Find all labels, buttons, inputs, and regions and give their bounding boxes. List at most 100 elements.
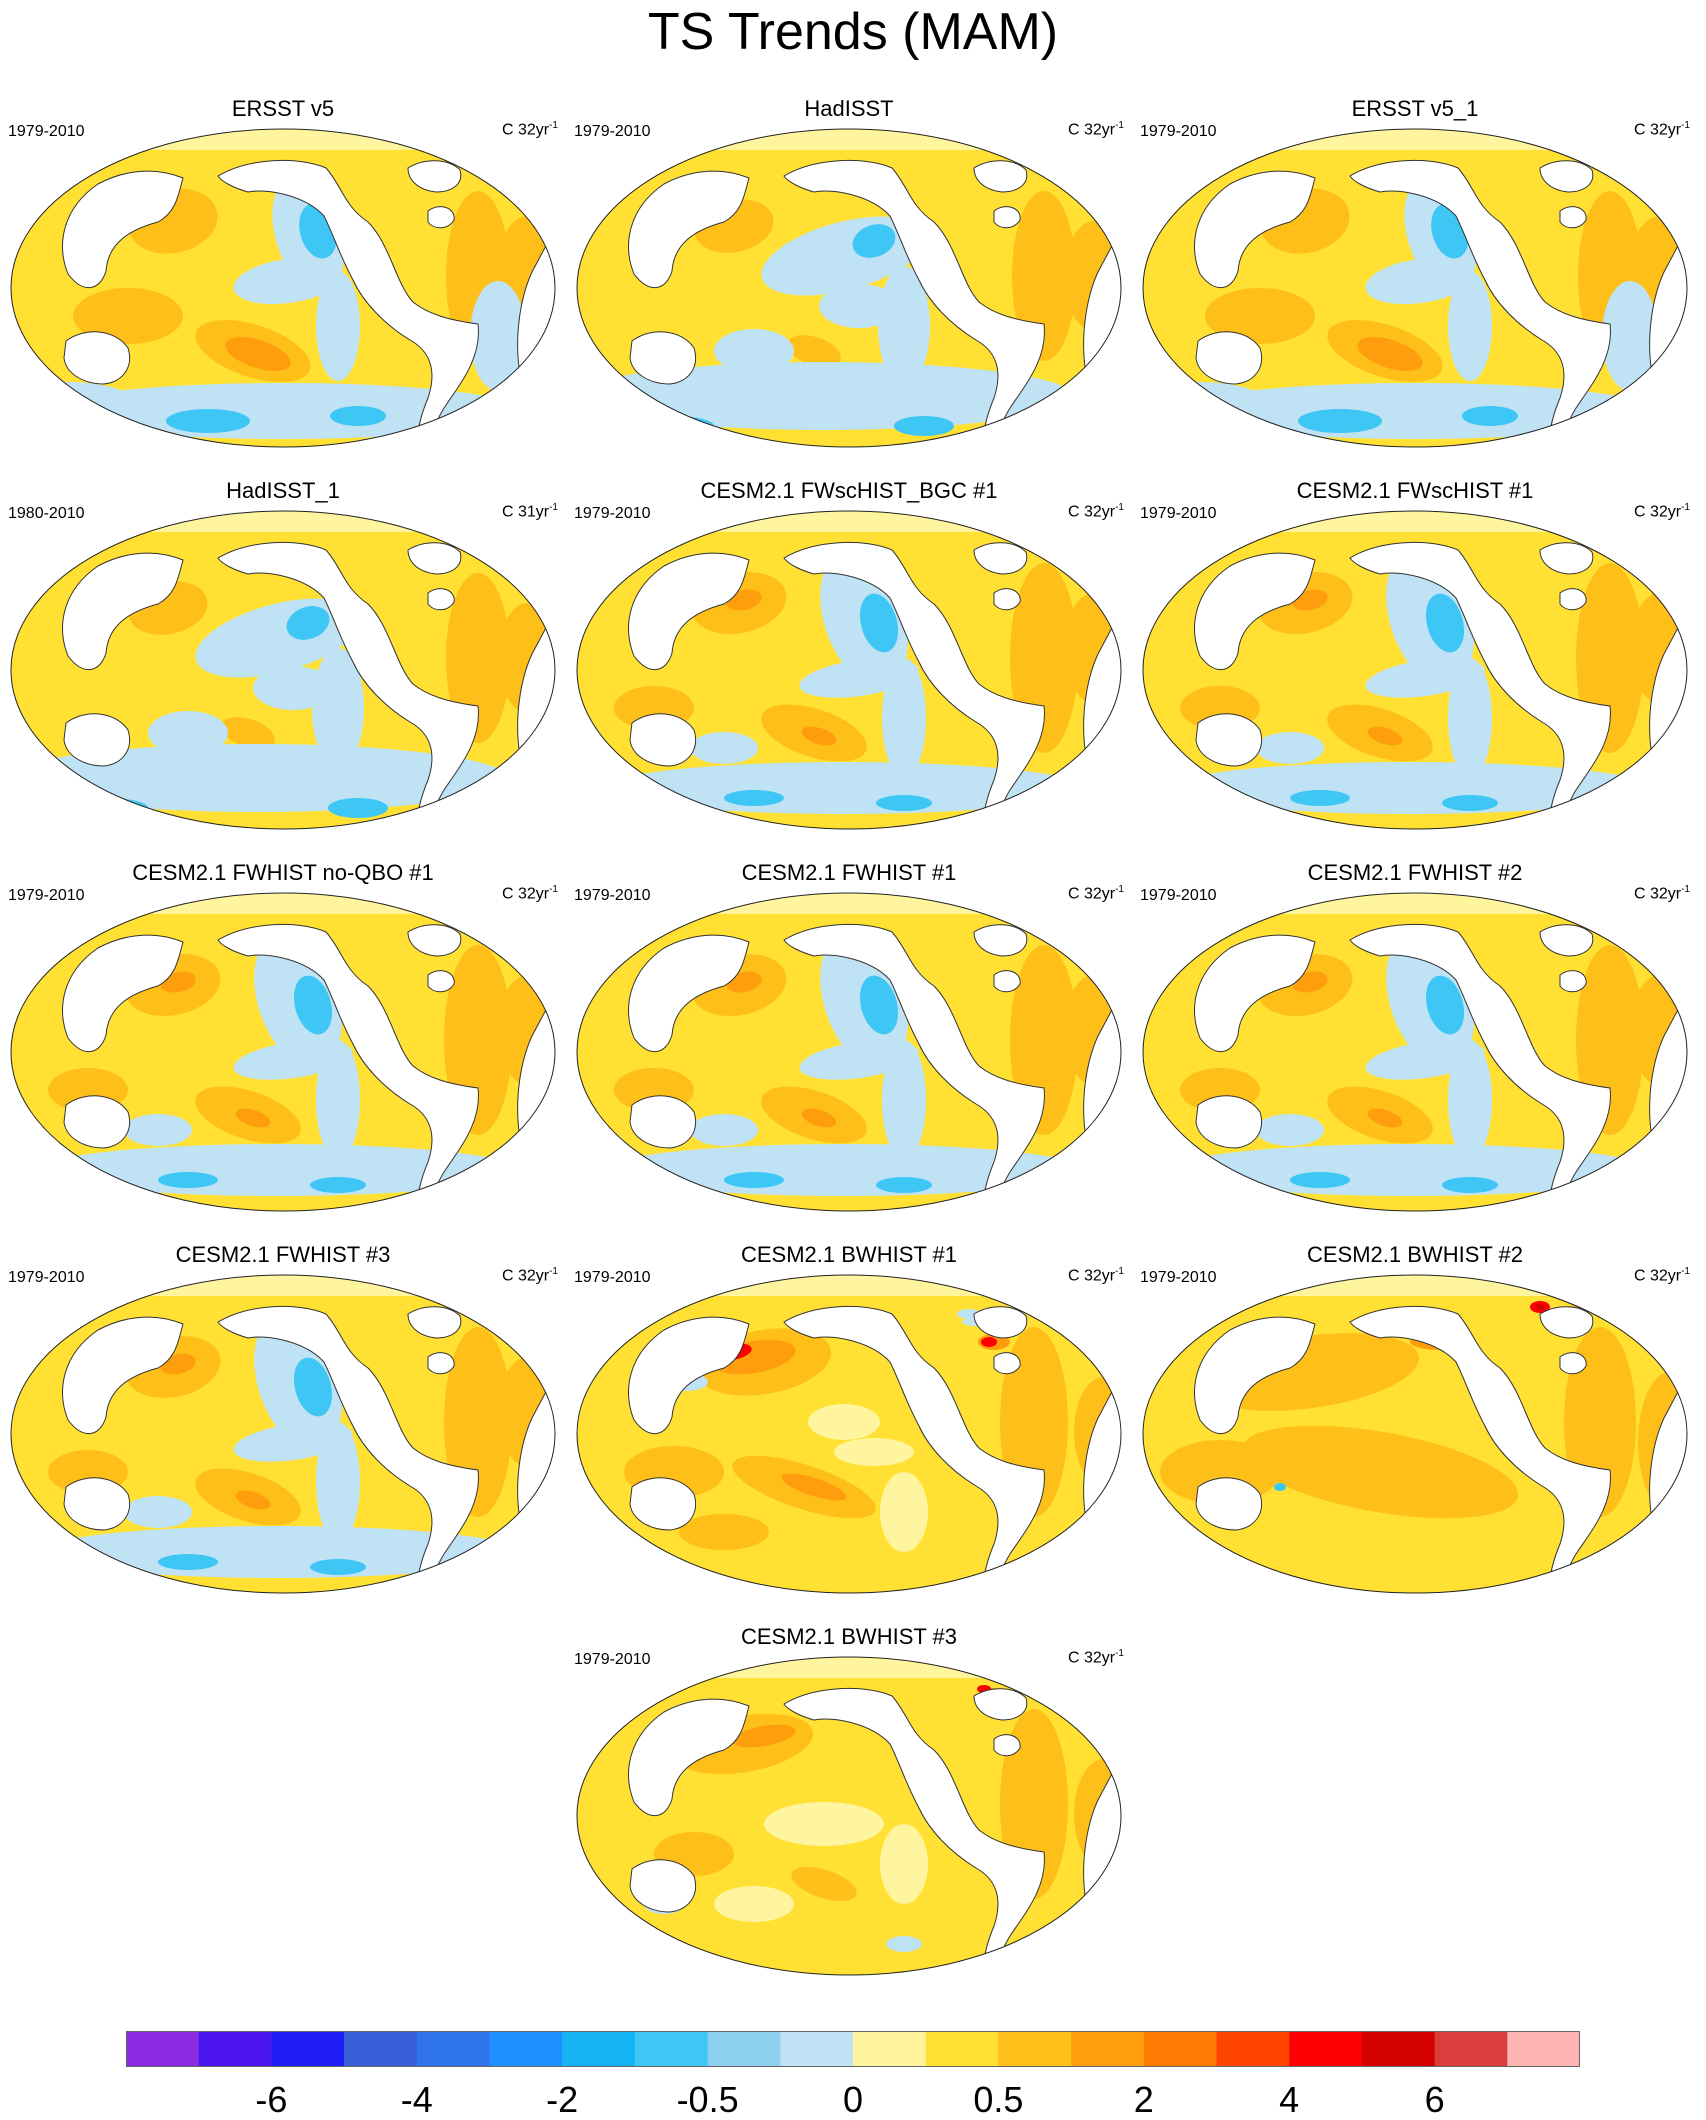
panel-period: 1979-2010 [1140,123,1217,140]
trend-region [316,271,360,381]
trend-region [732,1724,796,1748]
land-mass [1349,542,1611,829]
trend-region [310,1177,366,1193]
trend-map [576,128,1122,448]
trend-region [11,744,508,812]
trend-region [1290,790,1350,806]
panel-units-text: C 32yr [501,1267,550,1285]
land-mass [629,1477,696,1531]
trend-region [714,329,794,373]
land-mass [63,1095,130,1149]
panel-title: HadISST [804,96,894,121]
trend-region [781,1473,847,1501]
panel-units: C 32yr-1 [1634,498,1690,522]
colorbar-box [853,2031,927,2067]
map-border [576,510,1122,830]
map-panel: ERSST v5_1 1979-2010 C 32yr-1 [1132,96,1698,466]
map-border [10,1274,556,1594]
panel-units: C 31yr-1 [502,498,558,522]
map-panel: ERSST v5 1979-2010 C 32yr-1 [0,96,566,466]
panel-units-exponent: -1 [549,884,558,895]
trend-region [1535,1304,1545,1310]
colorbar-label: 4 [1279,2079,1300,2120]
map-panel: CESM2.1 FWHIST #1 1979-2010 C 32yr-1 [566,860,1132,1230]
land-mass [1195,1477,1262,1531]
panel-title: CESM2.1 BWHIST #2 [1307,1242,1523,1267]
colorbar-box [198,2031,272,2067]
map-panel: CESM2.1 FWHIST no-QBO #1 1979-2010 C 32yr-… [0,860,566,1230]
colorbar-box [1071,2031,1145,2067]
colorbar-label: 2 [1133,2079,1154,2120]
land-mass [1195,1095,1262,1149]
trend-region [882,1040,926,1160]
land-mass [427,206,455,229]
colorbar-box [1507,2031,1580,2067]
land-mass [1349,1306,1611,1593]
colorbar-box [998,2031,1072,2067]
land-mass [973,542,1028,575]
map-border [10,892,556,1212]
trend-region [1205,288,1315,344]
colorbar-box [707,2031,781,2067]
trend-region [801,726,837,746]
panel-units-text: C 32yr [501,121,550,139]
trend-region [73,288,183,344]
trend-region [801,1108,837,1128]
map-border [576,1274,1122,1594]
colorbar-box [1143,2031,1217,2067]
panel-units: C 32yr-1 [1068,116,1124,140]
trend-region [894,416,954,436]
trend-region [981,1337,997,1347]
panel-units-exponent: -1 [1681,884,1690,895]
trend-region [1012,191,1076,361]
land-mass [993,588,1021,611]
map-border [576,892,1122,1212]
colorbar-box [634,2031,709,2067]
land-mass [63,713,130,767]
trend-region [1298,409,1382,433]
land-mass [1539,1306,1594,1339]
trend-region [328,798,388,818]
trend-region [859,593,899,653]
colorbar-box [1216,2031,1290,2067]
panel-units-exponent: -1 [1681,502,1690,513]
panel-units: C 32yr-1 [1068,1262,1124,1286]
land-mass [1195,331,1262,385]
trend-region [724,1172,784,1188]
trend-region [1170,762,1650,814]
trend-region [148,711,228,755]
panel-units-exponent: -1 [1115,884,1124,895]
panel-units-text: C 31yr [501,503,550,521]
map-panel: HadISST 1979-2010 C 32yr-1 [566,96,1132,466]
land-mass [217,924,479,1211]
trend-map [1142,1274,1688,1594]
land-mass [783,924,1045,1211]
trend-region [852,224,896,258]
trend-region [819,284,899,328]
trend-region [1357,337,1423,371]
map-border [10,128,556,448]
land-mass [1559,588,1587,611]
panel-title: HadISST_1 [226,478,340,503]
panel-units-text: C 32yr [1067,503,1116,521]
colorbar-box [1361,2031,1436,2067]
trend-region [38,1526,518,1578]
land-mass [783,1688,1045,1975]
trend-region [225,337,291,371]
panel-units-text: C 32yr [1067,1649,1116,1667]
trend-region [253,666,333,710]
trend-region [293,1357,333,1417]
panel-units-exponent: -1 [549,120,558,131]
panel-units: C 32yr-1 [1068,498,1124,522]
map-border [1142,510,1688,830]
trend-region [634,416,714,436]
panel-period: 1979-2010 [574,505,651,522]
trend-region [791,1867,857,1901]
trend-region [233,257,343,305]
colorbar-box [271,2031,345,2067]
trend-map [10,510,556,830]
colorbar-box [1289,2031,1363,2067]
trend-map [10,128,556,448]
colorbar-box [1434,2031,1508,2067]
land-mass [993,206,1021,229]
